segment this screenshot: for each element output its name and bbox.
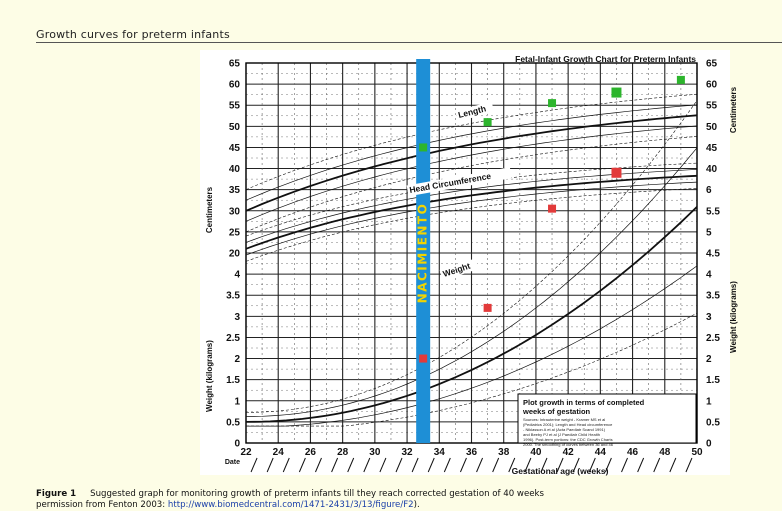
x-tick-label: 40 [530,447,542,458]
x-tick-label: 46 [627,447,639,458]
caption-source-link[interactable]: http://www.biomedcentral.com/1471-2431/3… [168,500,414,510]
x-tick-label: 26 [305,447,317,458]
note-title-1: Plot growth in terms of completed [523,398,645,407]
x-tick-label: 24 [273,447,285,458]
y-tick-label-left: 30 [229,206,241,217]
y-tick-label-left: 40 [229,164,241,175]
y-tick-label-left: 3.5 [226,291,240,302]
y-tick-label-left: 50 [229,122,241,133]
caption-text: Suggested graph for monitoring growth of… [90,489,544,499]
y-axis-title-left-kg: Weight (kilograms) [205,340,214,412]
data-point-length [677,76,685,84]
data-point-weight [484,304,492,312]
birth-marker-label: NACIMIENTO [416,203,430,304]
y-axis-title-right-cm: Centimeters [729,86,738,133]
y-tick-label-left: 65 [229,59,241,70]
y-tick-label-right: 55 [706,101,718,112]
x-tick-label: 34 [434,447,446,458]
y-axis-title-left-cm: Centimeters [205,186,214,233]
y-tick-label-right: 4 [706,270,712,281]
y-tick-label-right: 5 [706,227,712,238]
y-tick-label-left: 4 [234,270,240,281]
y-tick-label-right: 40 [706,164,718,175]
y-tick-label-right: 5.5 [706,206,720,217]
y-tick-label-left: 20 [229,249,241,260]
y-tick-label-left: 3 [234,312,240,323]
caption-figure-label: Figure 1 [36,489,76,499]
note-body-line: 2000. The smoothing of curves between 36… [523,442,614,447]
data-point-head-circumference [548,205,556,213]
y-tick-label-left: 1 [234,396,240,407]
y-tick-label-right: 1.5 [706,375,720,386]
y-tick-label-left: 45 [229,143,241,154]
x-tick-label: 48 [659,447,671,458]
data-point-length [548,99,556,107]
y-tick-label-right: 1 [706,396,712,407]
y-tick-label-left: 0.5 [226,417,240,428]
x-tick-label: 30 [369,447,381,458]
y-tick-label-right: 2 [706,354,712,365]
y-tick-label-left: 60 [229,80,241,91]
x-tick-label: 42 [563,447,575,458]
date-label: Date [225,459,240,466]
x-tick-label: 22 [240,447,252,458]
figure-caption: Figure 1 Suggested graph for monitoring g… [36,489,782,511]
x-axis-title: Gestational age (weeks) [512,466,609,476]
y-tick-label-left: 55 [229,101,241,112]
growth-chart: NACIMIENTO 6560555045403530252043.532.52… [0,0,782,486]
y-tick-label-left: 25 [229,227,241,238]
y-tick-label-right: 3.5 [706,291,720,302]
x-tick-label: 36 [466,447,478,458]
y-axis-title-right-kg: Weight (kilograms) [729,281,738,353]
y-tick-label-right: 45 [706,143,718,154]
data-point-length [611,88,621,98]
y-tick-label-right: 3 [706,312,712,323]
chart-title: Fetal-Infant Growth Chart for Preterm In… [515,54,696,64]
y-tick-label-right: 2.5 [706,333,720,344]
y-tick-label-left: 2.5 [226,333,240,344]
y-tick-label-right: 0 [706,439,712,450]
y-tick-label-left: 2 [234,354,240,365]
y-tick-label-left: 1.5 [226,375,240,386]
y-tick-label-right: 50 [706,122,718,133]
data-point-weight [419,355,427,363]
caption-line-2: permission from Fenton 2003: http://www.… [36,500,782,511]
data-point-length [419,143,427,151]
y-tick-label-left: 35 [229,185,241,196]
x-tick-label: 38 [498,447,510,458]
y-tick-label-right: 60 [706,80,718,91]
data-point-head-circumference [611,168,621,178]
x-tick-label: 50 [691,447,703,458]
y-tick-label-right: 0.5 [706,417,720,428]
y-tick-label-right: 65 [706,59,718,70]
y-tick-label-right: 4.5 [706,249,720,260]
y-tick-label-right: 6 [706,185,712,196]
caption-line-1: Figure 1 Suggested graph for monitoring g… [36,489,782,500]
caption-suffix: ). [414,500,420,510]
x-tick-label: 28 [337,447,349,458]
x-tick-label: 44 [595,447,607,458]
x-tick-label: 32 [402,447,414,458]
note-title-2: weeks of gestation [522,407,591,416]
data-point-length [484,118,492,126]
caption-permission-prefix: permission from Fenton 2003: [36,500,168,510]
